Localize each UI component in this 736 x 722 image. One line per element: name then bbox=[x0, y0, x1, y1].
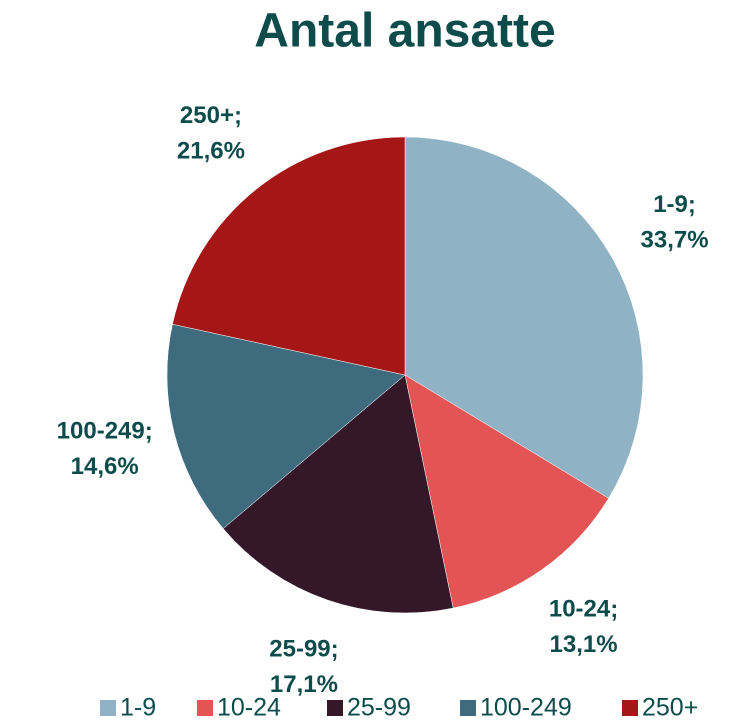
pie-slice bbox=[166, 323, 406, 529]
data-label: 100-249; bbox=[57, 418, 153, 445]
data-label-value: 33,7% bbox=[641, 226, 709, 253]
legend-label: 25-99 bbox=[347, 694, 411, 722]
legend-label: 1-9 bbox=[120, 694, 156, 722]
legend-label: 10-24 bbox=[217, 694, 281, 722]
legend-label: 100-249 bbox=[480, 694, 572, 722]
data-label-value: 14,6% bbox=[71, 453, 139, 480]
pie-slice bbox=[404, 136, 644, 499]
chart-title: Antal ansatte bbox=[254, 5, 555, 58]
label-category: 10-24 bbox=[549, 596, 611, 623]
legend-swatch bbox=[327, 700, 343, 716]
pie-slice bbox=[404, 374, 609, 609]
pie-slice bbox=[222, 374, 454, 614]
label-category: 100-249 bbox=[57, 418, 145, 445]
data-label-value: 21,6% bbox=[177, 137, 245, 164]
legend-swatch bbox=[197, 700, 213, 716]
data-label-value: 13,1% bbox=[550, 631, 618, 658]
data-label: 250+; bbox=[180, 102, 242, 129]
data-label: 10-24; bbox=[549, 596, 618, 623]
legend-swatch bbox=[622, 700, 638, 716]
data-label-value: 17,1% bbox=[270, 671, 338, 698]
legend-label: 250+ bbox=[642, 694, 698, 722]
label-category: 250+ bbox=[180, 102, 234, 129]
data-label: 1-9; bbox=[653, 191, 696, 218]
legend-swatch bbox=[460, 700, 476, 716]
legend-swatch bbox=[100, 700, 116, 716]
pie-slice bbox=[172, 136, 406, 376]
label-category: 1-9 bbox=[653, 191, 688, 218]
data-label: 25-99; bbox=[269, 636, 338, 663]
label-category: 25-99 bbox=[269, 636, 330, 663]
